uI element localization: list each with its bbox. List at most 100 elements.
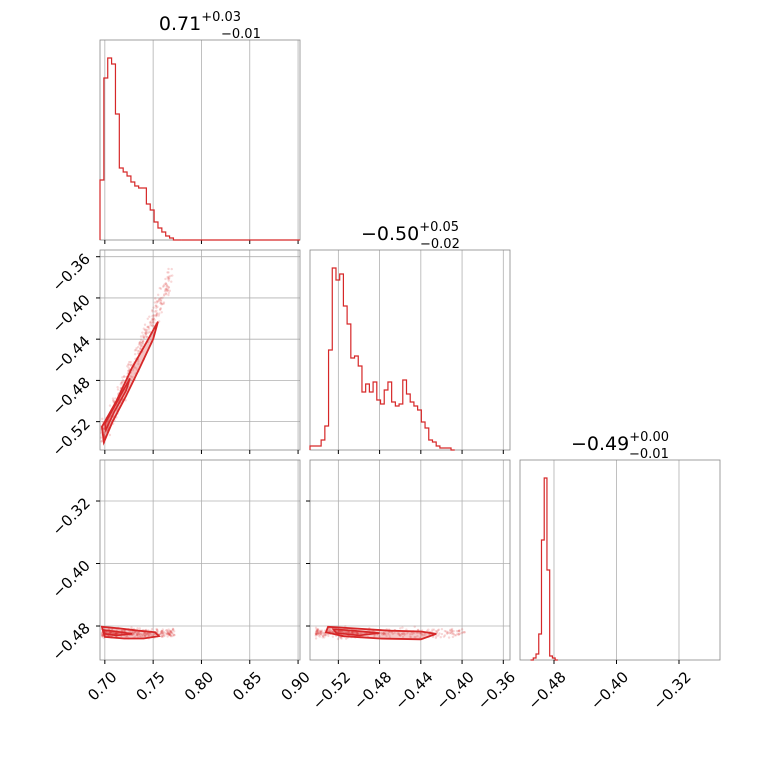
hist1-bin-14 [362, 392, 366, 450]
scatter-1-0-point-76 [112, 399, 115, 402]
scatter-1-0-point-11 [159, 307, 162, 311]
scatter-1-0-point-154 [144, 328, 147, 331]
scatter-1-0-point-3 [158, 308, 162, 312]
scatter-2-1-point-338 [427, 628, 430, 631]
scatter-2-1-point-23 [418, 631, 421, 635]
hist1-bin-37 [447, 448, 451, 450]
scatter-2-1-point-336 [431, 635, 435, 639]
scatter-2-1-point-135 [347, 630, 350, 634]
contour-1-0-outer [101, 321, 159, 446]
bottom0-xlabel-1: 0.75 [133, 668, 169, 704]
scatter-1-0-point-156 [155, 304, 158, 308]
scatter-2-0-point-224 [143, 633, 146, 636]
scatter-1-0-point-46 [127, 363, 131, 366]
scatter-2-1-point-326 [315, 630, 319, 633]
scatter-1-0-point-55 [151, 324, 154, 328]
hist0-bin-11 [143, 188, 147, 240]
scatter-2-1-point-206 [411, 632, 415, 635]
scatter-1-0-point-235 [112, 399, 115, 402]
scatter-2-0-point-57 [165, 633, 168, 636]
scatter-2-1-point-292 [388, 634, 391, 637]
scatter-1-0-point-348 [136, 349, 139, 353]
scatter-2-1-point-62 [401, 632, 404, 635]
scatter-2-1-point-95 [463, 631, 466, 634]
left1-ylabel-0: −0.52 [49, 415, 94, 460]
scatter-1-0-point-61 [162, 284, 165, 288]
scatter-2-0-point-302 [152, 633, 155, 636]
scatter-2-0-point-259 [166, 632, 169, 636]
hist2-steps [530, 477, 558, 661]
hist-title-0: 0.71+0.03 −0.01 [159, 10, 261, 42]
scatter-1-0-point-300 [159, 298, 163, 302]
hist1-bin-28 [414, 406, 418, 450]
scatter-2-1-point-35 [449, 631, 452, 634]
scatter-2-1 [314, 625, 466, 641]
scatter-1-0-point-256 [146, 331, 150, 335]
scatter-2-0-point-290 [169, 630, 173, 634]
hist1-bin-29 [418, 410, 422, 450]
scatter-1-0-point-185 [155, 313, 158, 317]
scatter-2-1-point-70 [450, 628, 454, 632]
scatter-1-0-point-226 [147, 326, 150, 329]
scatter-2-1-point-307 [321, 636, 324, 639]
scatter-2-0-point-36 [170, 631, 174, 634]
scatter-1-0-point-205 [137, 362, 140, 366]
hist0-bin-5 [119, 168, 123, 240]
hist1-bin-36 [444, 448, 448, 450]
scatter-1-0-point-26 [133, 352, 137, 356]
scatter-2-0-point-54 [101, 634, 105, 638]
hist0-bin-15 [158, 228, 162, 240]
scatter-2-0-point-226 [172, 630, 176, 633]
hist1-bin-20 [384, 390, 388, 450]
scatter-2-1-point-88 [396, 632, 399, 635]
scatter-2-1-point-16 [315, 632, 319, 635]
scatter-2-0-point-129 [165, 629, 168, 632]
left1-ylabel-3: −0.40 [49, 291, 94, 336]
scatter-2-0-point-152 [138, 634, 142, 638]
hist1-bin-9 [343, 306, 347, 450]
scatter-2-1-point-277 [438, 632, 441, 635]
scatter-2-1-point-200 [413, 625, 416, 628]
scatter-2-0-point-142 [167, 633, 171, 636]
scatter-2-1-point-60 [382, 631, 385, 635]
hist1-bin-10 [347, 324, 351, 450]
scatter-2-1-point-164 [457, 629, 460, 633]
scatter-2-0-point-71 [162, 633, 165, 637]
scatter-1-0-point-202 [142, 334, 145, 337]
scatter-2-1-point-111 [383, 632, 387, 636]
scatter-1-0-point-356 [123, 375, 126, 379]
scatter-1-0-point-294 [144, 330, 148, 333]
scatter-2-1-point-67 [457, 633, 461, 636]
scatter-1-0-point-23 [164, 292, 168, 295]
scatter-1-0-point-134 [155, 306, 158, 310]
scatter-2-0-point-38 [170, 632, 174, 635]
scatter-2-0-point-18 [165, 628, 168, 632]
hist-title-0-median: 0.71 [159, 13, 201, 35]
scatter-1-0-point-212 [167, 271, 170, 274]
scatter-2-0-point-94 [123, 629, 127, 633]
scatter-2-0-point-229 [167, 628, 170, 631]
scatter-1-0-point-25 [171, 274, 174, 277]
scatter-2-1-point-231 [318, 630, 321, 633]
scatter-1-0-point-269 [155, 309, 158, 312]
scatter-1-0-point-266 [139, 338, 143, 342]
hist1-bin-3 [321, 440, 325, 450]
scatter-2-1-point-294 [316, 632, 319, 636]
left1-ylabel-4: −0.36 [49, 250, 94, 295]
scatter-2-1-point-55 [321, 634, 325, 637]
scatter-1-0-point-373 [129, 375, 133, 378]
scatter-1-0-point-193 [128, 360, 131, 364]
scatter-1-0-point-228 [151, 310, 154, 313]
scatter-2-1-point-214 [451, 635, 455, 639]
hist0-bin-2 [108, 58, 112, 240]
scatter-1-0-point-267 [112, 400, 115, 404]
scatter-2-1-point-41 [440, 632, 444, 636]
hist1-bin-26 [406, 394, 410, 450]
hist2-bin-3 [539, 634, 542, 660]
scatter-2-1-point-144 [451, 630, 454, 633]
scatter-2-1-point-259 [397, 631, 400, 635]
scatter-1-0-point-151 [120, 380, 124, 384]
scatter-2-1-point-116 [431, 628, 434, 631]
scatter-1-0-point-286 [158, 297, 161, 301]
scatter-2-1-point-226 [359, 631, 362, 635]
